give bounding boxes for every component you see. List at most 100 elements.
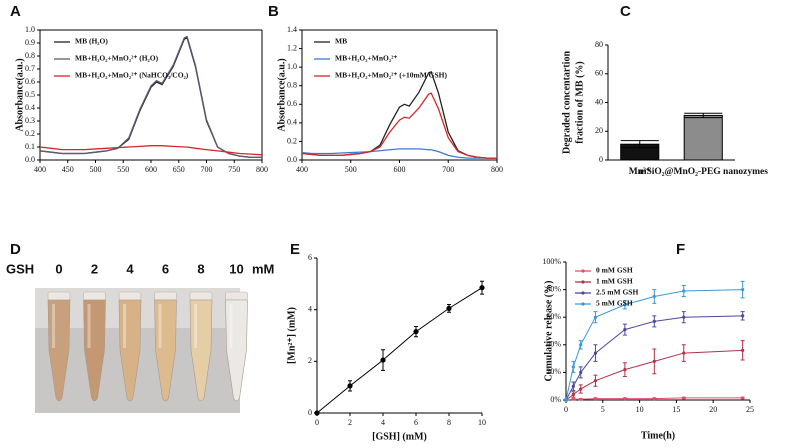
data-point (623, 368, 627, 372)
x-tick-label: 700 (201, 165, 213, 174)
tube-cap (154, 291, 177, 301)
y-tick-label: 40% (546, 340, 561, 349)
bar (683, 114, 723, 161)
concentration-label: 6 (162, 261, 169, 276)
x-tick-label: 6 (414, 418, 418, 427)
x-tick-label: 700 (442, 165, 454, 174)
data-point (593, 379, 598, 383)
error-bar (620, 140, 659, 149)
tube-highlight (52, 304, 55, 348)
series-line (39, 35, 262, 159)
data-point (347, 383, 353, 389)
data-point (579, 387, 583, 391)
category-label: mSiO₂@MnO₂-PEG nanozymes (639, 167, 769, 177)
x-tick-label: 650 (173, 165, 185, 174)
y-tick-label: 60 (595, 69, 603, 78)
y-tick-label: 20 (595, 126, 603, 135)
data-point (652, 397, 656, 401)
data-point (682, 289, 686, 293)
x-tick-label: 0 (564, 405, 568, 414)
x-tick-label: 10 (478, 418, 486, 427)
tube-highlight (194, 304, 197, 348)
panel-letter: E (290, 241, 300, 258)
x-tick-label: 500 (90, 165, 102, 174)
legend-marker (581, 302, 585, 306)
concentration-label: 2 (91, 261, 98, 276)
tube-cap (118, 291, 142, 301)
data-point (571, 384, 575, 388)
y-tick-label: 0 (308, 408, 312, 417)
concentration-label: 8 (197, 261, 204, 276)
data-point (652, 319, 656, 323)
tube-body (189, 299, 213, 402)
legend-label: MB+H₂O₂+MnO₂²⁺ (H₂O) (75, 54, 159, 63)
concentration-label: 4 (126, 261, 134, 276)
x-tick-label: 600 (145, 165, 157, 174)
x-tick-label: 400 (296, 165, 308, 174)
category-label: Mn²⁺ (629, 167, 651, 177)
panel-letter: D (10, 241, 21, 258)
data-point (741, 348, 745, 352)
y-tick-label: 0.1 (25, 142, 35, 151)
data-point (579, 397, 583, 401)
x-tick-label: 400 (34, 165, 46, 174)
data-point (413, 329, 419, 335)
x-tick-label: 8 (447, 418, 451, 427)
series-line (565, 289, 743, 401)
series-line (316, 287, 483, 414)
data-point (593, 351, 598, 355)
data-point (380, 357, 386, 363)
tube-highlight (158, 304, 162, 348)
y-tick-label: 1.4 (287, 25, 297, 34)
concentration-label: 0 (55, 261, 62, 276)
x-tick-label: 5 (601, 405, 605, 414)
y-tick-label: 0.2 (287, 136, 297, 145)
y-tick-label: 0.8 (287, 81, 297, 90)
data-point (579, 343, 583, 347)
y-tick-label: 20% (546, 367, 561, 376)
x-axis-label: Time(h) (641, 430, 675, 441)
x-tick-label: 500 (345, 165, 357, 174)
tube-body (118, 299, 142, 402)
tube-body (225, 299, 248, 402)
legend-label: MB+H₂O₂+MnO₂²⁺ (NaHCO₃/CO₂) (75, 71, 189, 80)
panel-letter: B (268, 3, 279, 20)
y-axis-label: [Mn²⁺] (mM) (286, 307, 297, 364)
series-line (565, 315, 743, 401)
x-tick-label: 450 (62, 165, 74, 174)
x-tick-label: 2 (348, 418, 352, 427)
tube-body (47, 299, 71, 402)
series-line (301, 148, 497, 159)
data-point (579, 370, 583, 374)
x-tick-label: 750 (228, 165, 240, 174)
y-tick-label: 6 (308, 253, 312, 262)
data-point (571, 392, 575, 397)
y-tick-label: 0.9 (25, 38, 35, 47)
y-tick-label: 1.0 (25, 25, 35, 34)
y-tick-label: 0.4 (25, 103, 35, 112)
legend-label: 5 mM GSH (596, 299, 633, 308)
x-tick-label: 25 (746, 405, 754, 414)
tube-cap (83, 291, 106, 301)
y-tick-label: 0.6 (287, 99, 297, 108)
data-point (741, 314, 745, 318)
data-point (571, 365, 575, 369)
x-tick-label: 15 (672, 405, 680, 414)
tube-highlight (87, 304, 91, 348)
legend-label: MB (335, 37, 347, 46)
tube-cap (189, 291, 213, 301)
y-tick-label: 60% (546, 312, 561, 321)
data-point (623, 397, 627, 401)
data-point (593, 315, 598, 319)
x-tick-label: 800 (256, 165, 268, 174)
y-axis-label: Cumulative release (%) (543, 281, 554, 382)
y-tick-label: 0% (550, 395, 561, 404)
data-point (564, 398, 568, 402)
tube-body (83, 299, 106, 402)
y-tick-label: 1.2 (287, 43, 297, 52)
y-tick-label: 0.0 (287, 155, 297, 164)
y-tick-label: 2 (308, 356, 312, 365)
data-point (593, 397, 598, 401)
x-tick-label: 10 (636, 405, 644, 414)
y-tick-label: 0.8 (25, 51, 35, 60)
